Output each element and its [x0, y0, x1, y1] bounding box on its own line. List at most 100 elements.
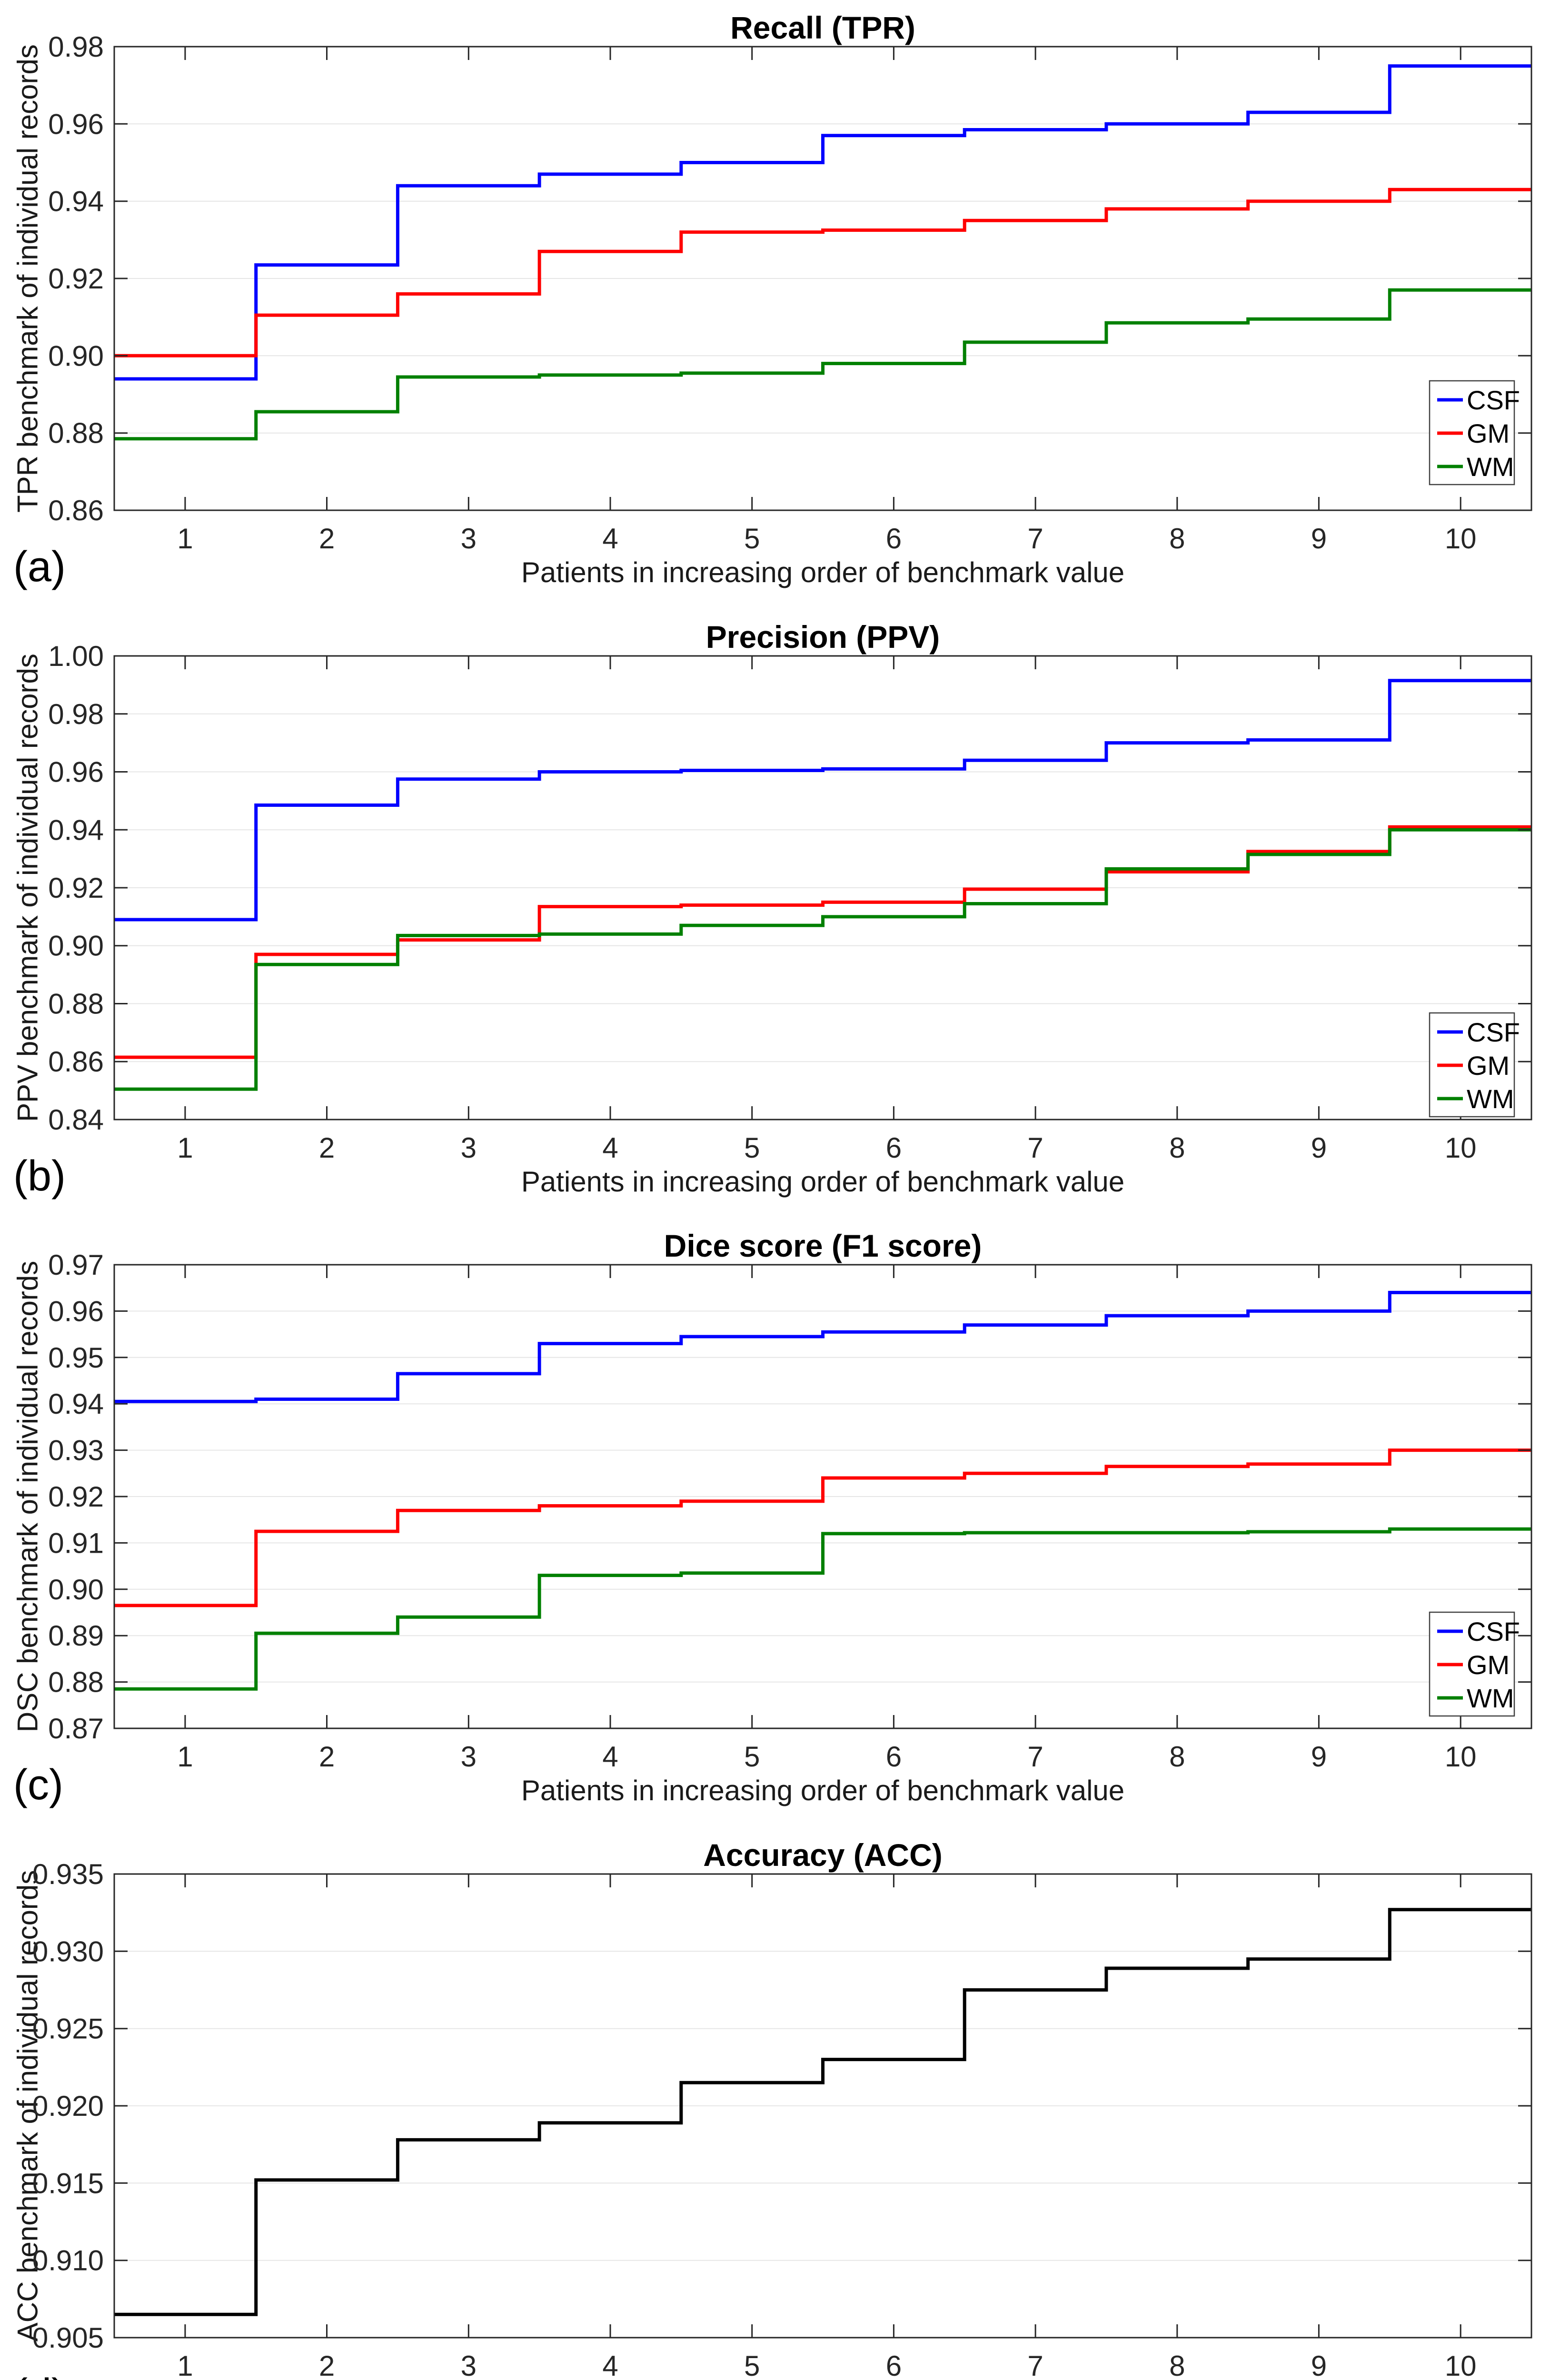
- legend-label-gm: GM: [1467, 1051, 1510, 1081]
- y-tick-label: 0.84: [48, 1104, 104, 1136]
- y-tick-label: 0.98: [48, 698, 104, 730]
- x-tick-label: 4: [602, 523, 618, 555]
- subplot-c: Dice score (F1 score) DSC benchmark of i…: [0, 1218, 1560, 1827]
- x-tick-label: 10: [1445, 1132, 1477, 1164]
- series-csf-line: [114, 679, 1531, 922]
- plot-area-precision: 1 2 3 4 5 6 7 8 9 10 0.84 0.86 0.88 0.90 0.92 0.94 0.96 0…: [48, 640, 1532, 1164]
- y-tick-label: 0.94: [48, 1388, 104, 1420]
- x-tick-label: 8: [1169, 1741, 1185, 1773]
- x-tick-label: 2: [319, 2350, 335, 2380]
- series-wm-line: [114, 288, 1531, 441]
- y-tick-label: 0.96: [48, 108, 104, 140]
- subplot-b: Precision (PPV) PPV benchmark of individ…: [0, 609, 1560, 1218]
- x-axis-label-a: Patients in increasing order of benchmar…: [521, 556, 1125, 588]
- x-tick-label: 6: [886, 2350, 902, 2380]
- series-csf-line: [114, 1290, 1531, 1403]
- y-tick-label: 0.94: [48, 814, 104, 846]
- y-tick-label: 0.905: [32, 2322, 104, 2354]
- series-gm-line: [114, 1448, 1531, 1607]
- x-tick-label: 2: [319, 523, 335, 555]
- y-tick-label: 0.88: [48, 417, 104, 449]
- chart-title-precision: Precision (PPV): [705, 619, 940, 654]
- y-tick-label: 0.920: [32, 2090, 104, 2122]
- y-tick-label: 0.935: [32, 1858, 104, 1890]
- x-tick-label: 5: [744, 523, 760, 555]
- x-tick-label: 7: [1027, 523, 1043, 555]
- y-tick-label: 1.00: [48, 640, 104, 672]
- subplot-d: Accuracy (ACC) ACC benchmark of individu…: [0, 1827, 1560, 2380]
- x-tick-label: 1: [177, 1132, 193, 1164]
- x-tick-label: 2: [319, 1132, 335, 1164]
- legend-label-gm: GM: [1467, 418, 1510, 448]
- x-tick-label: 4: [602, 1741, 618, 1773]
- chart-title-dice: Dice score (F1 score): [664, 1228, 982, 1263]
- x-tick-label: 9: [1311, 2350, 1327, 2380]
- series-gm-line: [114, 188, 1531, 357]
- subplot-caption-d: (d): [13, 2370, 66, 2380]
- y-tick-label: 0.93: [48, 1435, 104, 1467]
- subplot-caption-a: (a): [13, 543, 66, 591]
- x-tick-label: 2: [319, 1741, 335, 1773]
- y-tick-label: 0.90: [48, 930, 104, 962]
- series-acc-line: [114, 1908, 1531, 2316]
- series-wm-line: [114, 1527, 1531, 1691]
- x-tick-label: 8: [1169, 523, 1185, 555]
- plot-area-accuracy: 1 2 3 4 5 6 7 8 9 10 0.905 0.910 0.915 0.920 0.925 0.93…: [32, 1858, 1532, 2380]
- y-tick-label: 0.95: [48, 1342, 104, 1374]
- y-tick-label: 0.90: [48, 340, 104, 372]
- x-tick-label: 7: [1027, 2350, 1043, 2380]
- x-tick-label: 4: [602, 2350, 618, 2380]
- subplot-a: Recall (TPR) TPR benchmark of individual…: [0, 0, 1560, 609]
- y-tick-label: 0.87: [48, 1713, 104, 1745]
- series-gm-line: [114, 825, 1531, 1059]
- legend-label-gm: GM: [1467, 1650, 1510, 1680]
- x-tick-label: 5: [744, 2350, 760, 2380]
- series-wm-line: [114, 828, 1531, 1091]
- x-tick-label: 5: [744, 1132, 760, 1164]
- chart-title-recall: Recall (TPR): [730, 10, 915, 45]
- x-tick-label: 1: [177, 2350, 193, 2380]
- x-tick-label: 8: [1169, 2350, 1185, 2380]
- y-tick-label: 0.88: [48, 988, 104, 1020]
- chart-title-accuracy: Accuracy (ACC): [703, 1837, 943, 1873]
- x-tick-label: 6: [886, 1741, 902, 1773]
- y-tick-label: 0.92: [48, 872, 104, 904]
- x-tick-label: 3: [461, 1741, 477, 1773]
- legend-label-wm: WM: [1467, 1683, 1514, 1713]
- x-tick-label: 1: [177, 1741, 193, 1773]
- x-tick-label: 6: [886, 1132, 902, 1164]
- x-tick-label: 6: [886, 523, 902, 555]
- y-tick-label: 0.89: [48, 1620, 104, 1652]
- y-tick-label: 0.92: [48, 1481, 104, 1513]
- x-tick-label: 10: [1445, 2350, 1477, 2380]
- x-axis-label-b: Patients in increasing order of benchmar…: [521, 1166, 1125, 1198]
- x-tick-label: 10: [1445, 1741, 1477, 1773]
- x-tick-label: 10: [1445, 523, 1477, 555]
- y-tick-label: 0.97: [48, 1249, 104, 1281]
- y-tick-label: 0.86: [48, 495, 104, 526]
- y-tick-label: 0.96: [48, 1295, 104, 1327]
- y-tick-label: 0.925: [32, 2013, 104, 2045]
- x-tick-label: 9: [1311, 523, 1327, 555]
- subplot-caption-b: (b): [13, 1152, 66, 1200]
- x-tick-label: 1: [177, 523, 193, 555]
- x-tick-label: 4: [602, 1132, 618, 1164]
- legend-label-wm: WM: [1467, 1084, 1514, 1114]
- x-tick-label: 9: [1311, 1132, 1327, 1164]
- y-tick-label: 0.930: [32, 1935, 104, 1967]
- x-tick-label: 3: [461, 2350, 477, 2380]
- plot-area-recall: 1 2 3 4 5 6 7 8 9 10 0.86 0.88 0.90 0.92 0.94 0.96 0.98 C…: [48, 31, 1532, 555]
- x-axis-label-c: Patients in increasing order of benchmar…: [521, 1775, 1125, 1806]
- plot-area-dice: 1 2 3 4 5 6 7 8 9 10 0.87 0.88 0.89 0.90 0.91 0.92 0.93 0…: [48, 1249, 1532, 1773]
- y-tick-label: 0.90: [48, 1574, 104, 1606]
- x-tick-label: 3: [461, 523, 477, 555]
- y-tick-label: 0.91: [48, 1527, 104, 1559]
- y-tick-label: 0.910: [32, 2245, 104, 2277]
- x-tick-label: 8: [1169, 1132, 1185, 1164]
- y-tick-label: 0.98: [48, 31, 104, 63]
- subplot-caption-c: (c): [13, 1761, 63, 1809]
- legend-label-csf: CSF: [1467, 1017, 1520, 1047]
- legend-label-csf: CSF: [1467, 1616, 1520, 1646]
- x-tick-label: 7: [1027, 1741, 1043, 1773]
